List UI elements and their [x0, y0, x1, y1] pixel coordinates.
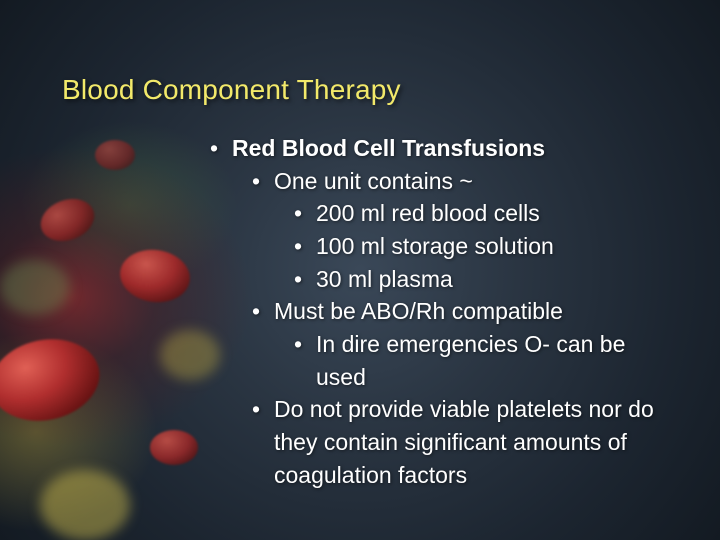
bullet-heading: Red Blood Cell Transfusions One unit con…	[206, 132, 672, 491]
bullet-text: Must be ABO/Rh compatible	[274, 298, 563, 324]
bullet-heading-text: Red Blood Cell Transfusions	[232, 135, 545, 161]
bullet-text: Do not provide viable platelets nor do t…	[274, 396, 654, 487]
slide-content: Blood Component Therapy Red Blood Cell T…	[0, 0, 720, 540]
slide-title: Blood Component Therapy	[62, 74, 401, 106]
sub-bullet: 200 ml red blood cells	[290, 197, 672, 230]
sub-bullet: 30 ml plasma	[290, 263, 672, 296]
bullet-text: One unit contains ~	[274, 168, 473, 194]
sub-bullet: 100 ml storage solution	[290, 230, 672, 263]
slide-body: Red Blood Cell Transfusions One unit con…	[206, 132, 672, 491]
bullet-item: Must be ABO/Rh compatible In dire emerge…	[248, 295, 672, 393]
sub-bullet: In dire emergencies O- can be used	[290, 328, 672, 393]
bullet-item: Do not provide viable platelets nor do t…	[248, 393, 672, 491]
bullet-item: One unit contains ~ 200 ml red blood cel…	[248, 165, 672, 296]
